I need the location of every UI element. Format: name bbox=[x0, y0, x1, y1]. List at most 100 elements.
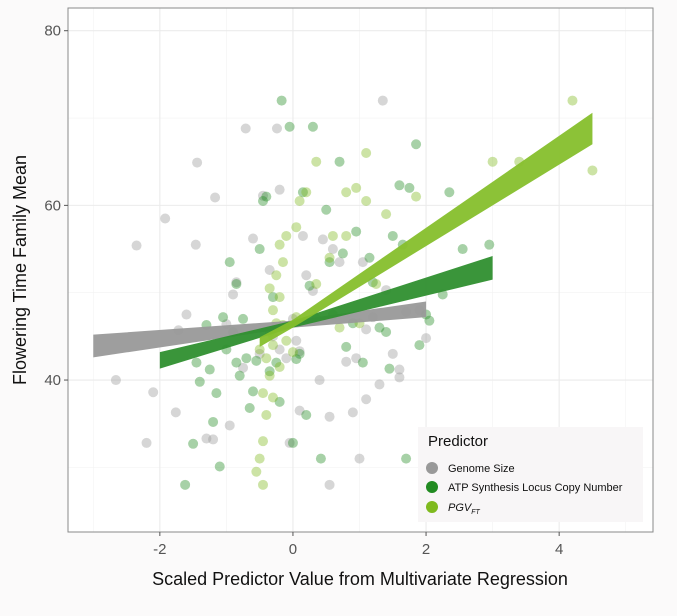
point-atp bbox=[244, 402, 255, 413]
point-pgv bbox=[258, 436, 268, 447]
point-genome-size bbox=[324, 411, 335, 422]
point-atp bbox=[401, 453, 412, 464]
point-atp bbox=[204, 364, 215, 375]
point-atp bbox=[414, 340, 425, 351]
y-tick-label: 40 bbox=[44, 372, 61, 389]
point-atp bbox=[194, 376, 205, 387]
point-pgv bbox=[341, 230, 352, 241]
point-pgv bbox=[261, 353, 272, 364]
legend-label-atp: ATP Synthesis Locus Copy Number bbox=[448, 482, 623, 494]
point-atp bbox=[238, 313, 249, 324]
legend-marker-atp bbox=[426, 481, 438, 493]
point-pgv bbox=[258, 479, 268, 490]
point-atp bbox=[214, 461, 225, 472]
point-genome-size bbox=[274, 184, 285, 195]
point-atp bbox=[324, 257, 335, 268]
point-pgv bbox=[267, 305, 278, 316]
point-atp bbox=[261, 191, 272, 202]
point-genome-size bbox=[110, 375, 121, 386]
point-atp bbox=[248, 386, 259, 397]
point-genome-size bbox=[334, 257, 345, 268]
point-atp bbox=[357, 357, 368, 368]
point-genome-size bbox=[347, 407, 358, 418]
point-atp bbox=[321, 204, 332, 215]
point-genome-size bbox=[258, 190, 268, 201]
point-genome-size bbox=[240, 123, 251, 134]
point-atp bbox=[404, 182, 415, 193]
point-atp bbox=[234, 370, 245, 381]
point-genome-size bbox=[281, 353, 292, 364]
point-pgv bbox=[351, 182, 362, 193]
point-pgv bbox=[587, 165, 598, 176]
legend-marker-genome-size bbox=[426, 462, 438, 474]
point-pgv bbox=[487, 156, 498, 167]
point-pgv bbox=[277, 257, 288, 268]
point-pgv bbox=[567, 95, 578, 106]
point-genome-size bbox=[201, 433, 212, 444]
point-atp bbox=[444, 187, 455, 198]
point-pgv bbox=[294, 196, 305, 207]
point-genome-size bbox=[291, 335, 302, 346]
point-genome-size bbox=[160, 213, 171, 224]
point-genome-size bbox=[377, 95, 388, 106]
point-pgv bbox=[371, 278, 382, 289]
point-atp bbox=[307, 121, 318, 132]
legend-marker-pgv bbox=[426, 501, 438, 513]
point-genome-size bbox=[314, 375, 325, 386]
point-atp bbox=[341, 341, 352, 352]
point-atp bbox=[291, 354, 302, 365]
point-genome-size bbox=[228, 289, 239, 300]
legend: Predictor Genome Size ATP Synthesis Locu… bbox=[418, 427, 643, 522]
point-atp bbox=[484, 239, 495, 250]
point-genome-size bbox=[210, 192, 221, 203]
point-atp bbox=[271, 357, 282, 368]
point-pgv bbox=[281, 230, 292, 241]
point-atp bbox=[334, 156, 345, 167]
legend-label-genome-size: Genome Size bbox=[448, 463, 515, 475]
regression-bands bbox=[93, 112, 593, 369]
point-pgv bbox=[281, 335, 292, 346]
point-genome-size bbox=[394, 364, 405, 375]
point-pgv bbox=[258, 388, 268, 399]
point-genome-size bbox=[141, 437, 152, 448]
point-pgv bbox=[334, 322, 345, 333]
point-atp bbox=[231, 357, 242, 368]
y-axis-title: Flowering Time Family Mean bbox=[10, 155, 30, 385]
point-pgv bbox=[311, 156, 322, 167]
point-genome-size bbox=[357, 257, 368, 268]
plot-border bbox=[67, 7, 654, 533]
point-genome-size bbox=[327, 244, 338, 255]
point-pgv bbox=[411, 191, 422, 202]
legend-label-pgv: PGVFT bbox=[448, 502, 481, 516]
point-pgv bbox=[361, 196, 372, 207]
point-atp bbox=[364, 252, 375, 263]
point-pgv bbox=[287, 347, 298, 358]
point-genome-size bbox=[271, 123, 282, 134]
point-atp bbox=[384, 363, 395, 374]
point-atp bbox=[315, 453, 326, 464]
point-atp bbox=[180, 479, 191, 490]
point-genome-size bbox=[284, 437, 295, 448]
point-atp bbox=[374, 322, 385, 333]
point-atp bbox=[387, 230, 398, 241]
point-pgv bbox=[254, 453, 265, 464]
y-tick-label: 80 bbox=[44, 23, 61, 40]
point-atp bbox=[274, 396, 285, 407]
point-pgv bbox=[264, 370, 275, 381]
point-atp bbox=[394, 180, 405, 191]
point-atp bbox=[294, 348, 305, 359]
point-genome-size bbox=[324, 479, 335, 490]
point-genome-size bbox=[274, 344, 285, 355]
x-tick-label: 4 bbox=[555, 541, 563, 558]
x-axis-title: Scaled Predictor Value from Multivariate… bbox=[152, 569, 568, 589]
point-genome-size bbox=[224, 420, 235, 431]
point-pgv bbox=[274, 239, 285, 250]
point-atp bbox=[287, 437, 298, 448]
point-pgv bbox=[264, 283, 275, 294]
point-genome-size bbox=[394, 372, 405, 383]
point-genome-size bbox=[294, 346, 305, 357]
point-atp bbox=[301, 409, 312, 420]
point-genome-size bbox=[297, 230, 308, 241]
point-genome-size bbox=[148, 387, 159, 398]
